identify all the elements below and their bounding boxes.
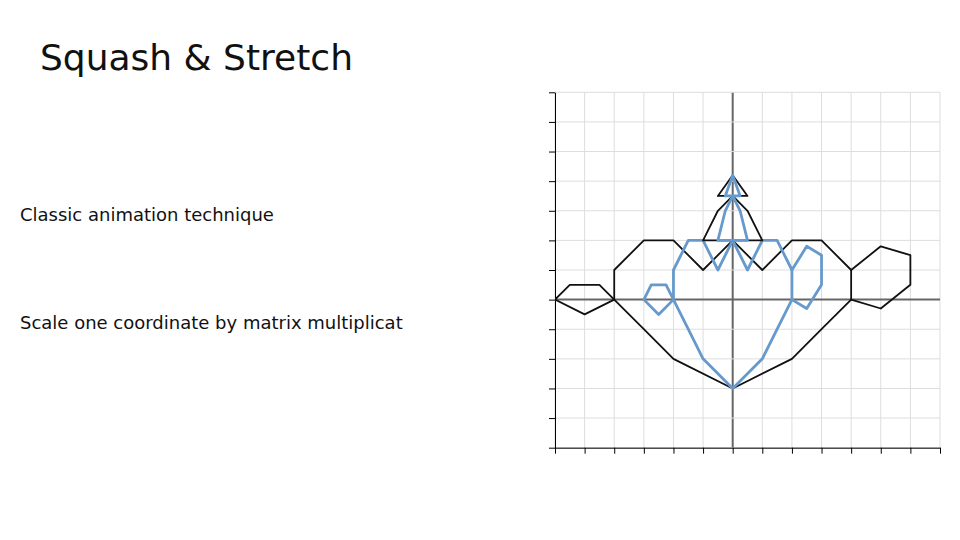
series-line (718, 196, 748, 240)
y-tick-mark (549, 270, 555, 271)
y-tick (549, 181, 555, 182)
y-tick (549, 359, 555, 360)
x-tick-mark (940, 448, 941, 454)
series-line (718, 175, 748, 196)
y-tick (549, 211, 555, 212)
y-tick (549, 270, 555, 271)
grid-line (555, 329, 940, 330)
y-tick-mark (549, 211, 555, 212)
grid-line (555, 447, 940, 448)
x-tick (910, 448, 911, 454)
x-tick (792, 448, 793, 454)
y-axis-line (555, 93, 556, 448)
plot (549, 92, 941, 453)
y-tick (549, 300, 555, 301)
y-tick-mark (549, 388, 555, 389)
x-tick-mark (881, 448, 882, 454)
y-tick-mark (549, 122, 555, 123)
series-line (851, 246, 910, 308)
grid-line (555, 418, 940, 419)
y-tick (549, 152, 555, 153)
y-tick (549, 418, 555, 419)
title: Squash & Stretch (40, 37, 353, 78)
y-tick-mark (549, 240, 555, 241)
grid-line (555, 92, 940, 93)
x-tick-mark (614, 448, 615, 454)
x-tick-mark (585, 448, 586, 454)
x-tick (940, 448, 941, 454)
x-tick (585, 448, 586, 454)
x-tick-mark (822, 448, 823, 454)
x-tick (733, 448, 734, 454)
y-tick-mark (549, 448, 555, 449)
x-tick-mark (555, 448, 556, 454)
y-tick-mark (549, 329, 555, 330)
x-tick-mark (644, 448, 645, 454)
annotation: Scale one coordinate by matrix multiplic… (20, 312, 403, 333)
x-tick (762, 448, 763, 454)
series-line (644, 285, 674, 315)
series-line (614, 240, 851, 388)
y-tick (549, 92, 555, 93)
x-tick (673, 448, 674, 454)
y-tick-mark (549, 359, 555, 360)
annotation: Classic animation technique (20, 204, 274, 225)
series-line (673, 240, 791, 388)
x-tick-mark (762, 448, 763, 454)
x-tick-mark (792, 448, 793, 454)
x-tick (851, 448, 852, 454)
grid-line (555, 121, 940, 122)
x-tick (614, 448, 615, 454)
y-tick (549, 448, 555, 449)
x-axis (556, 448, 941, 454)
y-tick-mark (549, 181, 555, 182)
grid-line (555, 358, 940, 359)
x-tick (555, 448, 556, 454)
series-line (555, 285, 614, 315)
y-tick-mark (549, 300, 555, 301)
x-tick (703, 448, 704, 454)
grid-line (555, 181, 940, 182)
y-tick (549, 329, 555, 330)
x-tick-mark (703, 448, 704, 454)
x-tick-mark (851, 448, 852, 454)
y-tick (549, 388, 555, 389)
y-tick-mark (549, 92, 555, 93)
grid-line (555, 388, 940, 389)
series-line (703, 196, 762, 240)
x-tick (881, 448, 882, 454)
y-tick-mark (549, 418, 555, 419)
x-axis-line (556, 448, 941, 449)
y-tick-mark (549, 152, 555, 153)
y-tick (549, 240, 555, 241)
series-line (725, 175, 740, 196)
grid-line (555, 151, 940, 152)
x-tick-mark (733, 448, 734, 454)
x-tick (822, 448, 823, 454)
x-tick-mark (673, 448, 674, 454)
lines (555, 175, 910, 388)
x-tick (644, 448, 645, 454)
chart: Squash & Stretch Classic animation techni… (0, 0, 960, 540)
x-tick-mark (910, 448, 911, 454)
grid (555, 92, 940, 447)
y-axis (549, 93, 556, 448)
series-line (792, 246, 822, 308)
y-tick (549, 122, 555, 123)
